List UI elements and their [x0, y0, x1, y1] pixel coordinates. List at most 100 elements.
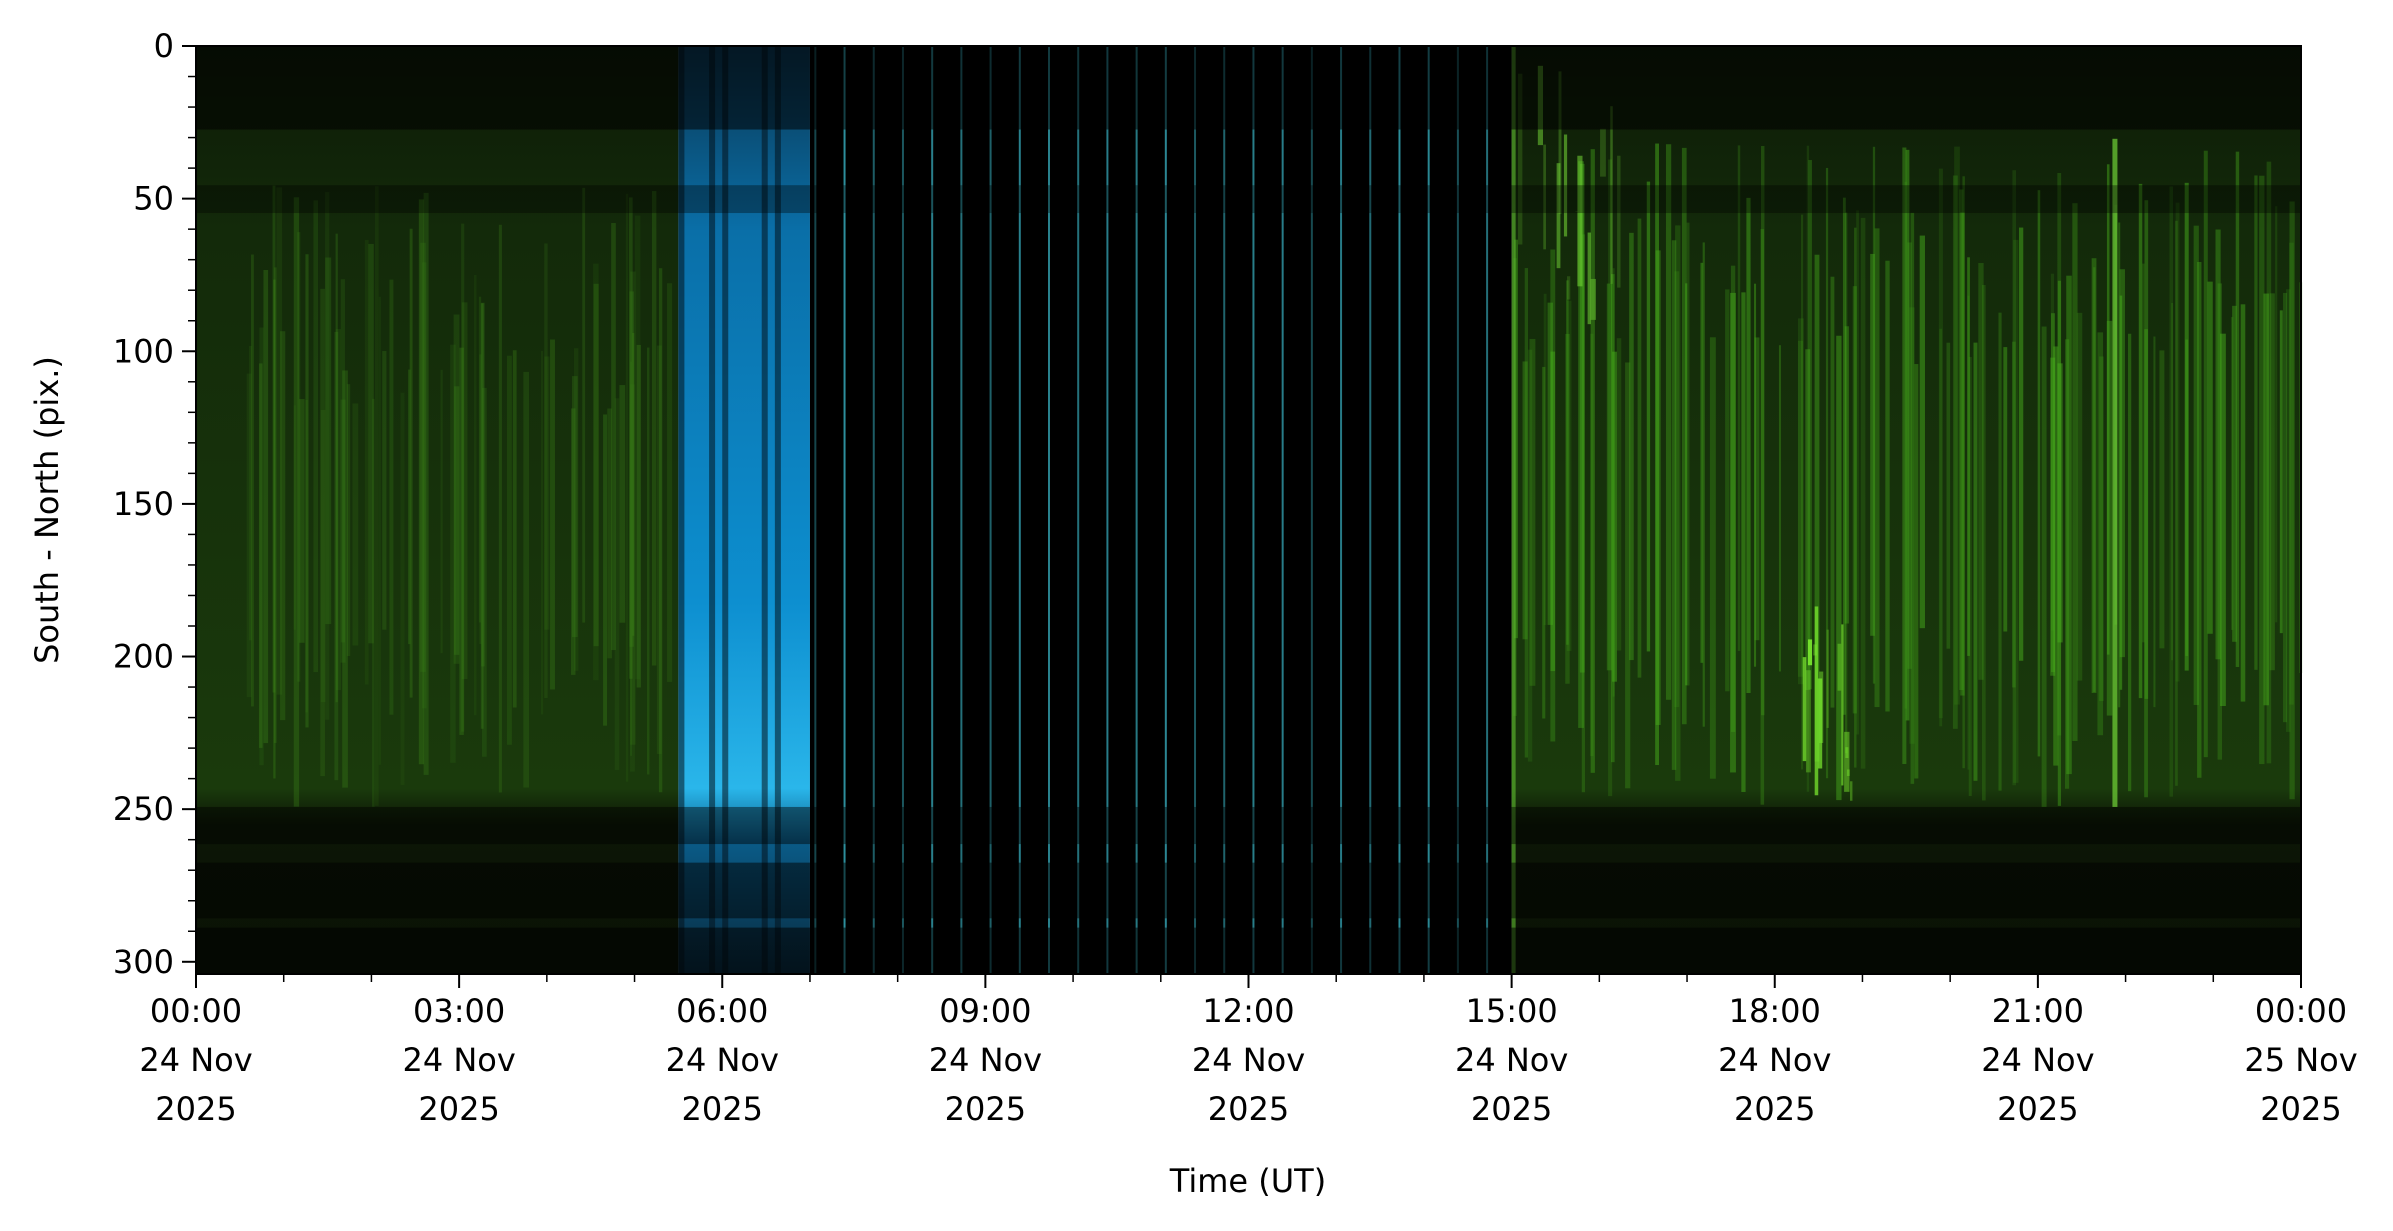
- image-streak: [2019, 228, 2023, 661]
- image-streak: [1946, 343, 1950, 649]
- image-streak: [2283, 293, 2287, 722]
- image-streak: [459, 348, 463, 735]
- x-tick-label: 24 Nov: [1455, 1041, 1568, 1079]
- image-streak: [1625, 362, 1630, 788]
- image-streak: [541, 351, 543, 715]
- image-streak: [1600, 129, 1606, 177]
- image-streak: [1674, 271, 1679, 707]
- image-streak: [2107, 164, 2110, 654]
- image-streak: [454, 386, 459, 655]
- image-streak: [1870, 254, 1875, 636]
- x-tick-label: 21:00: [1992, 992, 2084, 1030]
- x-tick-label: 03:00: [413, 992, 505, 1030]
- y-tick-label: 50: [133, 180, 174, 218]
- x-tick-label: 24 Nov: [1192, 1041, 1305, 1079]
- image-streak: [2254, 175, 2257, 669]
- image-streak: [294, 197, 299, 806]
- x-tick-label: 25 Nov: [2244, 1041, 2357, 1079]
- image-streak: [2072, 203, 2077, 741]
- image-streak: [1779, 345, 1781, 671]
- x-tick-label: 2025: [155, 1090, 236, 1128]
- image-streak: [657, 346, 662, 754]
- image-streak: [2204, 151, 2208, 757]
- image-streak: [1588, 233, 1591, 325]
- image-streak: [1967, 257, 1970, 656]
- keogram-image: [196, 46, 2302, 974]
- image-streak: [2128, 334, 2131, 791]
- image-streak: [1819, 672, 1823, 743]
- x-tick-label: 2025: [1734, 1090, 1815, 1128]
- x-tick-label: 24 Nov: [1718, 1041, 1831, 1079]
- x-tick-label: 18:00: [1729, 992, 1821, 1030]
- image-streak: [1682, 148, 1687, 724]
- x-tick-label: 2025: [1208, 1090, 1289, 1128]
- x-tick-label: 00:00: [2255, 992, 2347, 1030]
- image-streak: [611, 223, 616, 650]
- image-streak: [352, 403, 358, 645]
- image-streak: [1655, 144, 1659, 765]
- image-streak: [1666, 144, 1671, 700]
- image-streak: [667, 283, 672, 682]
- x-tick-label: 24 Nov: [1981, 1041, 2094, 1079]
- image-streak: [1838, 644, 1842, 691]
- image-streak: [1577, 156, 1582, 287]
- x-tick-label: 2025: [945, 1090, 1026, 1128]
- image-streak: [1803, 657, 1807, 761]
- image-band: [196, 807, 2301, 844]
- image-streak: [2275, 206, 2277, 622]
- image-streak: [2077, 313, 2082, 681]
- image-streak: [2169, 186, 2173, 796]
- image-streak: [2012, 170, 2016, 785]
- image-streak: [1973, 343, 1977, 781]
- image-streak: [1761, 146, 1764, 715]
- image-streak: [1730, 293, 1736, 773]
- image-streak: [1815, 606, 1819, 795]
- image-streak: [401, 393, 405, 785]
- image-streak: [603, 414, 607, 725]
- image-streak: [2112, 139, 2117, 807]
- image-streak: [2259, 176, 2264, 764]
- image-band: [196, 46, 2301, 130]
- image-streak: [259, 363, 263, 747]
- x-tick-label: 15:00: [1466, 992, 1558, 1030]
- image-streak: [1845, 326, 1849, 623]
- x-tick-label: 00:00: [150, 992, 242, 1030]
- image-streak: [1875, 228, 1880, 707]
- image-streak: [1953, 176, 1958, 729]
- image-streak: [1850, 781, 1852, 800]
- image-streak: [1544, 294, 1547, 625]
- image-streak: [1939, 329, 1942, 727]
- image-streak: [635, 216, 641, 680]
- image-streak: [1906, 150, 1910, 721]
- y-tick-label: 0: [154, 27, 174, 65]
- image-streak: [419, 199, 424, 764]
- x-tick-label: 12:00: [1202, 992, 1294, 1030]
- image-streak: [2120, 269, 2125, 657]
- image-streak: [2280, 310, 2283, 633]
- image-streak: [2144, 200, 2148, 699]
- x-tick-label: 24 Nov: [929, 1041, 1042, 1079]
- image-streak: [1885, 261, 1889, 712]
- image-streak: [1813, 644, 1817, 655]
- y-tick-label: 150: [113, 485, 174, 523]
- image-streak: [1978, 263, 1983, 680]
- image-streak: [1805, 349, 1810, 690]
- image-streak: [347, 384, 350, 656]
- image-streak: [550, 340, 555, 690]
- image-streak: [1844, 732, 1849, 792]
- image-streak: [2003, 347, 2007, 631]
- image-streak: [1806, 670, 1811, 772]
- image-streak: [1591, 279, 1596, 320]
- image-streak: [1613, 268, 1615, 696]
- image-streak: [424, 193, 429, 775]
- image-streak: [313, 200, 318, 672]
- image-streak: [544, 356, 549, 629]
- image-streak: [1998, 313, 2001, 791]
- image-streak: [2159, 350, 2164, 648]
- image-streak: [1754, 284, 1756, 667]
- image-streak: [1746, 198, 1750, 693]
- image-streak: [1525, 268, 1528, 757]
- image-streak: [379, 297, 381, 765]
